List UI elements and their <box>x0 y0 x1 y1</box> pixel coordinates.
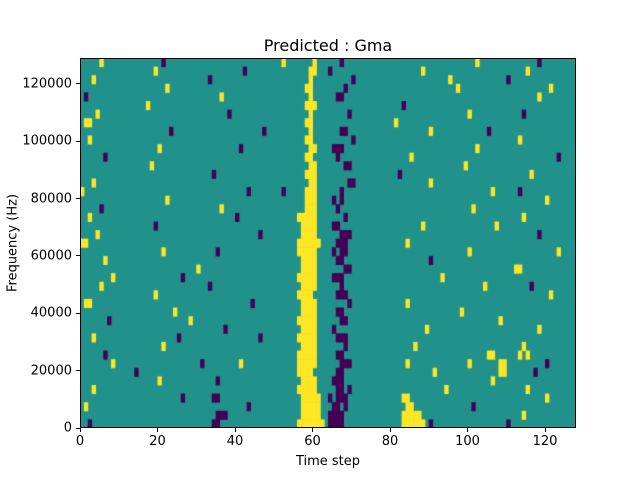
y-tick <box>76 427 80 429</box>
y-tick-label: 40000 <box>30 305 72 321</box>
x-tick <box>389 428 391 432</box>
x-tick-label: 40 <box>226 434 244 449</box>
x-axis-label: Time step <box>295 454 361 469</box>
x-tick-label: 80 <box>381 434 399 449</box>
x-tick <box>157 428 158 432</box>
y-axis-label: Frequency (Hz) <box>5 193 21 293</box>
y-tick-label: 100000 <box>22 133 72 149</box>
y-tick-label: 0 <box>63 420 72 436</box>
x-tick-label: 100 <box>455 434 480 449</box>
x-tick <box>234 428 236 432</box>
y-tick-label: 60000 <box>30 248 72 264</box>
x-tick-label: 60 <box>304 434 321 449</box>
y-tick <box>76 370 80 372</box>
y-tick <box>76 140 80 142</box>
heatmap-canvas <box>80 58 576 428</box>
y-tick <box>76 83 80 85</box>
x-tick <box>467 428 468 432</box>
x-tick-label: 120 <box>532 434 558 449</box>
x-tick <box>312 428 313 432</box>
y-tick-label: 20000 <box>30 363 72 379</box>
y-tick <box>76 255 80 257</box>
y-tick-label: 80000 <box>30 191 72 207</box>
y-tick-label: 120000 <box>22 76 72 92</box>
x-tick-label: 0 <box>75 434 85 449</box>
y-tick <box>76 198 80 200</box>
plot-title: Predicted : Gma <box>263 36 393 55</box>
x-tick <box>79 428 81 432</box>
x-tick <box>544 428 546 432</box>
y-tick <box>76 312 80 314</box>
x-tick-label: 20 <box>149 434 166 449</box>
